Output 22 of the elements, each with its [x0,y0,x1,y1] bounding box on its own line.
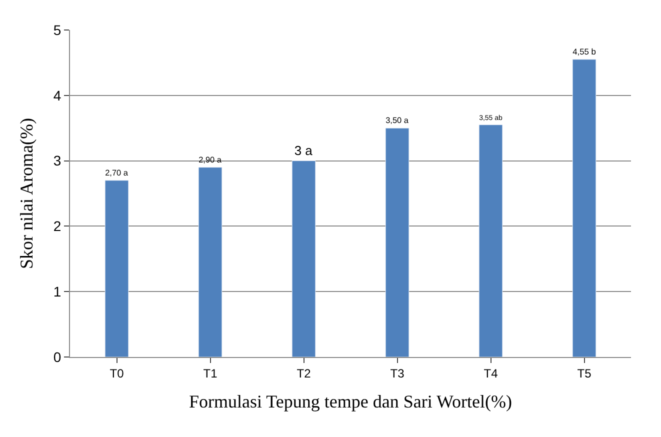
x-tick-label: T2 [296,366,312,380]
bar [104,180,129,357]
bar [385,128,410,357]
x-tick-label: T5 [577,366,592,380]
y-tick-label: 3 [53,152,62,169]
y-axis-title: Skor nilai Aroma(%) [16,118,37,269]
data-label: 3 a [294,142,314,158]
x-tick-label: T3 [390,366,405,380]
bar [198,167,222,357]
bar [572,59,596,357]
y-tick-label: 0 [53,348,62,365]
y-tick-label: 2 [53,218,62,234]
x-tick-label: T4 [484,366,498,380]
x-tick-label: T0 [110,366,124,380]
x-axis-title: Formulasi Tepung tempe dan Sari Wortel(%) [188,392,512,412]
x-tick-label: T1 [203,366,218,380]
y-tick-label: 4 [53,87,62,104]
y-tick-label: 5 [53,22,62,38]
data-label: 4,55 b [572,46,596,56]
bar [292,160,316,357]
y-tick-label: 1 [53,284,62,300]
bar [478,124,503,357]
